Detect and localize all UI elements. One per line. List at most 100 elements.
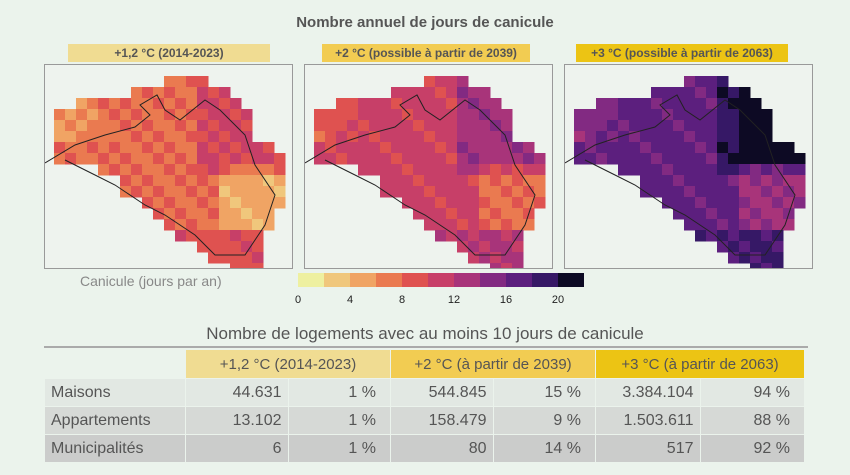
map-cell bbox=[596, 109, 608, 121]
map-cell bbox=[175, 109, 187, 121]
map-cell bbox=[336, 131, 348, 143]
map-cell bbox=[468, 252, 480, 264]
map-cell bbox=[380, 164, 392, 176]
map-cell bbox=[120, 120, 132, 132]
map-cell bbox=[706, 175, 718, 187]
map-cell bbox=[512, 241, 524, 253]
map-cell bbox=[263, 175, 275, 187]
map-cell bbox=[131, 186, 143, 198]
map-cell bbox=[358, 142, 370, 154]
map-cell bbox=[662, 153, 674, 165]
map-cell bbox=[457, 197, 469, 209]
map-cell bbox=[772, 175, 784, 187]
map-cell bbox=[197, 208, 209, 220]
map-cell bbox=[468, 142, 480, 154]
map-cell bbox=[640, 120, 652, 132]
map-cell bbox=[87, 120, 99, 132]
map-cell bbox=[490, 208, 502, 220]
map-cell bbox=[369, 153, 381, 165]
map-cell bbox=[252, 186, 264, 198]
map-cell bbox=[501, 142, 513, 154]
map-cell bbox=[241, 186, 253, 198]
map-cell bbox=[739, 164, 751, 176]
map-cell bbox=[208, 197, 220, 209]
map-cell bbox=[501, 153, 513, 165]
header-empty bbox=[44, 349, 186, 379]
map-cell bbox=[695, 208, 707, 220]
map-cell bbox=[706, 197, 718, 209]
map-cell bbox=[761, 219, 773, 231]
map-cell bbox=[618, 109, 630, 121]
map-cell bbox=[772, 263, 784, 268]
map-cell bbox=[413, 87, 425, 99]
map-cell bbox=[347, 98, 359, 110]
colorbar-swatch bbox=[506, 273, 532, 287]
map-cell bbox=[794, 197, 806, 209]
map-cell bbox=[479, 252, 491, 264]
map-cell bbox=[325, 131, 337, 143]
map-cell bbox=[413, 131, 425, 143]
map-cell bbox=[186, 109, 198, 121]
map-cell bbox=[640, 175, 652, 187]
map-cell bbox=[153, 208, 165, 220]
map-cell bbox=[230, 219, 242, 231]
map-cell bbox=[534, 164, 546, 176]
map-cell bbox=[314, 109, 326, 121]
map-cell bbox=[728, 131, 740, 143]
map-cell bbox=[241, 197, 253, 209]
map-cell bbox=[153, 98, 165, 110]
map-cell bbox=[208, 164, 220, 176]
map-cell bbox=[175, 219, 187, 231]
map-cell bbox=[435, 98, 447, 110]
map-cell bbox=[739, 87, 751, 99]
map-cell bbox=[761, 153, 773, 165]
map-cell bbox=[640, 131, 652, 143]
map-cell bbox=[695, 197, 707, 209]
map-cell bbox=[739, 120, 751, 132]
map-cell bbox=[131, 131, 143, 143]
map-cell bbox=[534, 175, 546, 187]
count-cell: 44.631 bbox=[185, 378, 289, 407]
border-outline bbox=[305, 94, 536, 256]
map-cell bbox=[197, 175, 209, 187]
map-cell bbox=[684, 153, 696, 165]
map-cell bbox=[457, 98, 469, 110]
map-cell bbox=[241, 252, 253, 264]
map-cell bbox=[230, 153, 242, 165]
row-label: Maisons bbox=[44, 378, 186, 407]
map-cell bbox=[739, 131, 751, 143]
map-cell bbox=[673, 175, 685, 187]
map-cell bbox=[479, 230, 491, 242]
map-cell bbox=[120, 98, 132, 110]
map-cell bbox=[783, 153, 795, 165]
colorbar-swatch bbox=[402, 273, 428, 287]
map-cell bbox=[673, 120, 685, 132]
map-cell bbox=[728, 230, 740, 242]
map-cell bbox=[585, 153, 597, 165]
map-cell bbox=[424, 175, 436, 187]
count-cell: 517 bbox=[595, 434, 701, 463]
map-cell bbox=[325, 153, 337, 165]
map-cell bbox=[230, 208, 242, 220]
map-cell bbox=[98, 120, 110, 132]
map-cell bbox=[424, 164, 436, 176]
map-cell bbox=[76, 142, 88, 154]
border-outline bbox=[565, 94, 796, 256]
map-cell bbox=[219, 219, 231, 231]
table-row: Appartements 13.102 1 % 158.479 9 % 1.503.611… bbox=[44, 406, 805, 435]
map-cell bbox=[673, 208, 685, 220]
map-cell bbox=[662, 175, 674, 187]
percent-cell: 1 % bbox=[287, 434, 391, 463]
map-cell bbox=[468, 131, 480, 143]
map-cell bbox=[435, 219, 447, 231]
map-cell bbox=[479, 164, 491, 176]
map-cell bbox=[197, 87, 209, 99]
map-cell bbox=[523, 175, 535, 187]
map-cell bbox=[673, 142, 685, 154]
map-cell bbox=[208, 186, 220, 198]
map-cell bbox=[153, 131, 165, 143]
row-label: Appartements bbox=[44, 406, 186, 435]
map-cell bbox=[424, 98, 436, 110]
map-cell bbox=[252, 142, 264, 154]
map-cell bbox=[468, 120, 480, 132]
